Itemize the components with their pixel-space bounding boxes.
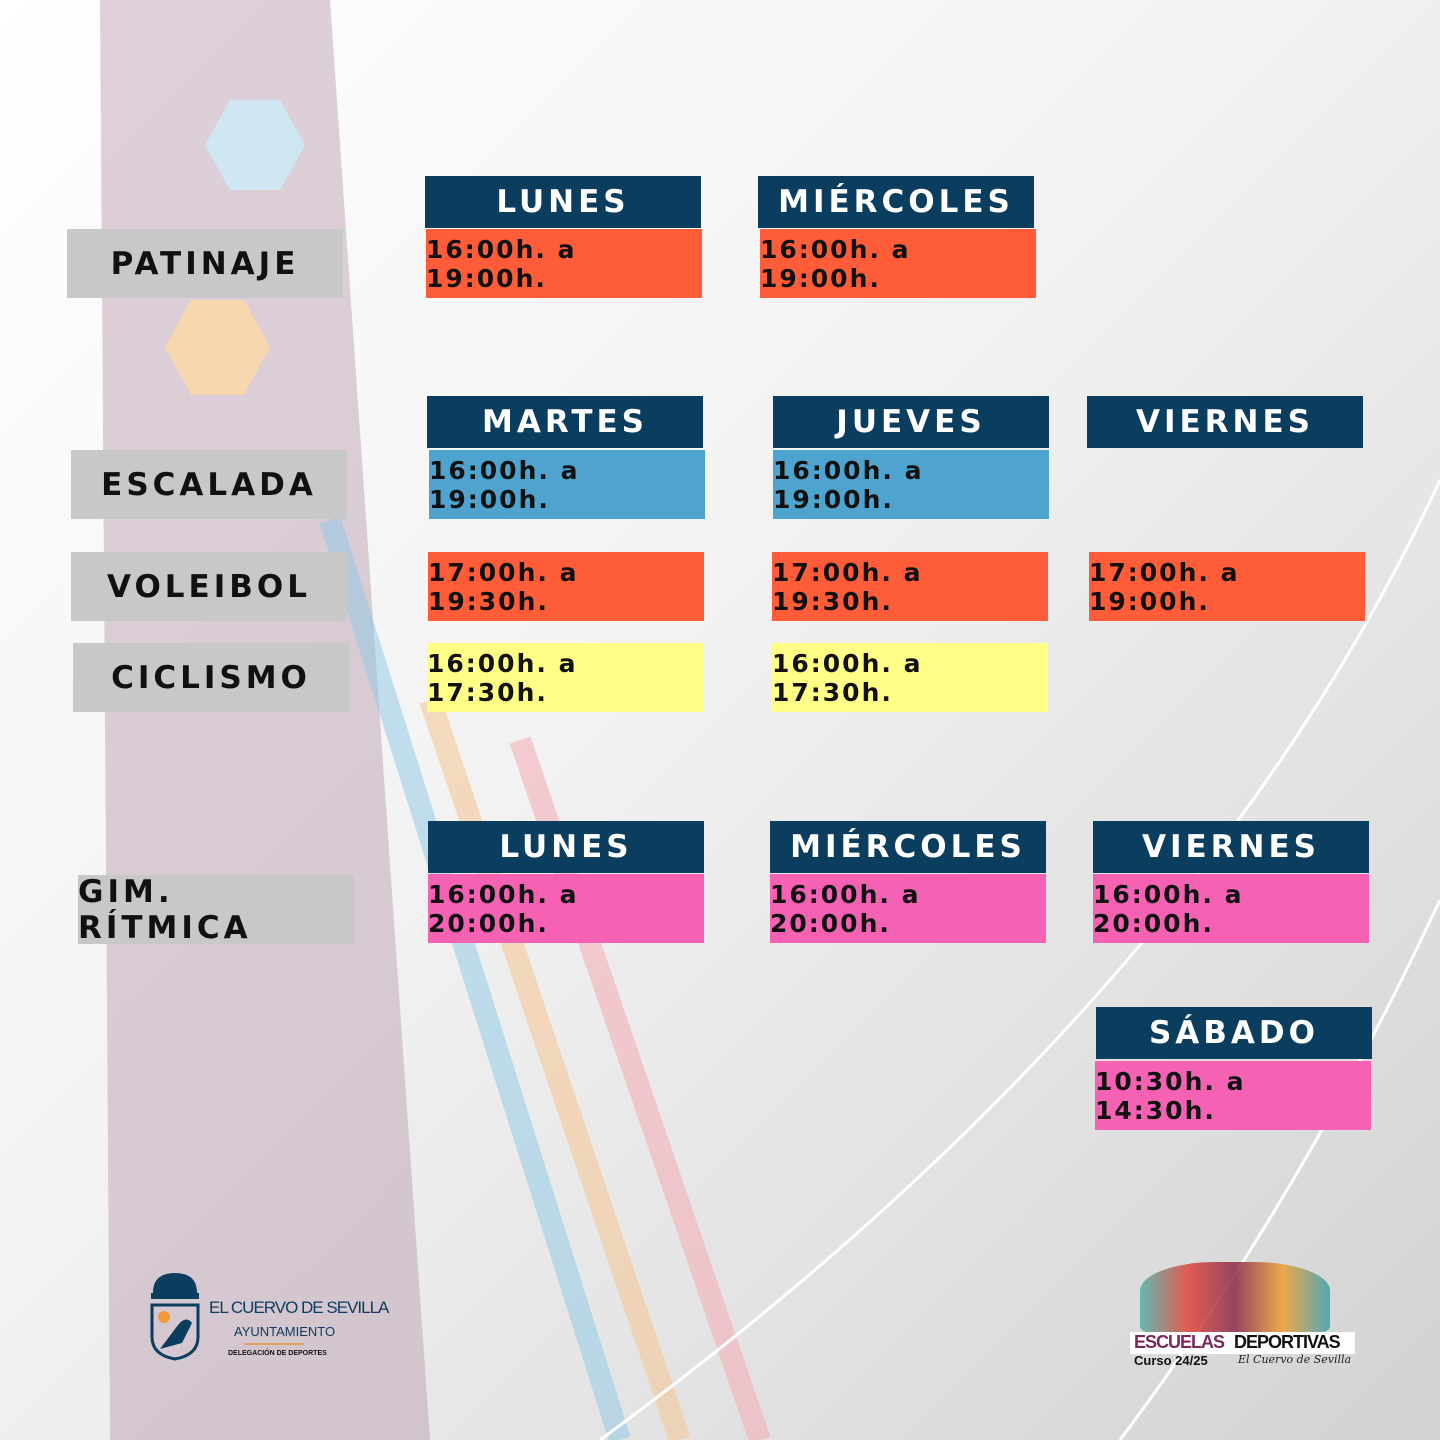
decorative-curve xyxy=(1118,899,1440,1440)
logo-course: Curso 24/25 xyxy=(1134,1353,1208,1368)
logo-divider xyxy=(244,1343,304,1345)
logo-town-name: EL CUERVO DE SEVILLA xyxy=(209,1298,389,1317)
time-cell-voleibol-martes: 17:00h. a 19:30h. xyxy=(428,552,704,621)
activity-label-voleibol: VOLEIBOL xyxy=(71,552,347,621)
activity-label-gimnasia-ritmica: GIM. RÍTMICA xyxy=(78,874,354,946)
time-cell-gimnasia-lunes: 16:00h. a 20:00h. xyxy=(428,874,704,943)
day-header-viernes: VIERNES xyxy=(1087,396,1363,448)
logo-delegacion: DELEGACIÓN DE DEPORTES xyxy=(228,1350,327,1357)
time-cell-gimnasia-miercoles: 16:00h. a 20:00h. xyxy=(770,874,1046,943)
time-cell-patinaje-lunes: 16:00h. a 19:00h. xyxy=(426,229,702,298)
logo-ayuntamiento: AYUNTAMIENTO xyxy=(234,1324,336,1339)
decorative-curve xyxy=(599,479,1440,1440)
time-cell-patinaje-miercoles: 16:00h. a 19:00h. xyxy=(760,229,1036,298)
logo-signature: El Cuervo de Sevilla xyxy=(1238,1353,1352,1366)
decorative-hexagon xyxy=(205,100,305,190)
day-header-martes: MARTES xyxy=(427,396,703,448)
day-header-sabado: SÁBADO xyxy=(1096,1007,1372,1059)
decorative-hexagon xyxy=(165,300,270,395)
day-header-lunes: LUNES xyxy=(425,176,701,228)
time-cell-escalada-martes: 16:00h. a 19:00h. xyxy=(429,450,705,519)
day-header-miercoles: MIÉRCOLES xyxy=(770,821,1046,873)
day-header-jueves: JUEVES xyxy=(773,396,1049,448)
time-cell-gimnasia-sabado: 10:30h. a 14:30h. xyxy=(1095,1061,1371,1130)
activity-label-patinaje: PATINAJE xyxy=(67,229,343,298)
activity-label-escalada: ESCALADA xyxy=(71,450,347,519)
logo-deportivas: DEPORTIVAS xyxy=(1234,1332,1341,1352)
time-cell-voleibol-viernes: 17:00h. a 19:00h. xyxy=(1089,552,1365,621)
athletes-illustration xyxy=(1140,1262,1330,1334)
time-cell-ciclismo-martes: 16:00h. a 17:30h. xyxy=(427,643,703,712)
day-header-lunes: LUNES xyxy=(428,821,704,873)
activity-label-ciclismo: CICLISMO xyxy=(73,643,349,712)
day-header-miercoles: MIÉRCOLES xyxy=(758,176,1034,228)
day-header-viernes: VIERNES xyxy=(1093,821,1369,873)
logo-escuelas: ESCUELAS xyxy=(1134,1332,1225,1352)
time-cell-voleibol-jueves: 17:00h. a 19:30h. xyxy=(772,552,1048,621)
decorative-stripe xyxy=(319,516,631,1440)
time-cell-ciclismo-jueves: 16:00h. a 17:30h. xyxy=(772,643,1048,712)
time-cell-gimnasia-viernes: 16:00h. a 20:00h. xyxy=(1093,874,1369,943)
decorative-band xyxy=(100,0,430,1440)
coat-of-arms-icon xyxy=(150,1273,200,1361)
logo-title-bar xyxy=(1130,1332,1355,1354)
time-cell-escalada-jueves: 16:00h. a 19:00h. xyxy=(773,450,1049,519)
